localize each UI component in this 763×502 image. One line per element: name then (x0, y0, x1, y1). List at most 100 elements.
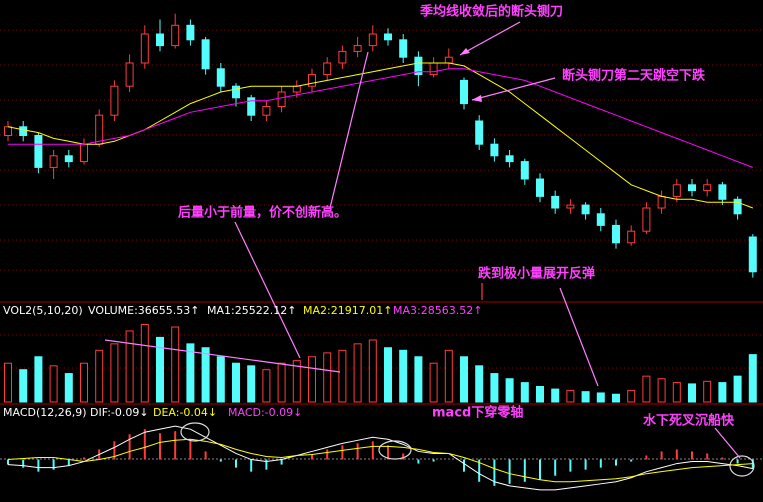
volume-bar (49, 365, 58, 403)
candle-body (64, 155, 73, 163)
volume-bar (292, 360, 301, 403)
candle-body (323, 62, 332, 76)
candle-body (475, 120, 484, 145)
candle-body (216, 68, 225, 87)
panel-label: VOL2(5,10,20) (3, 304, 83, 317)
volume-bar (642, 375, 651, 403)
volume-bar (444, 349, 453, 403)
candle-body (95, 114, 104, 145)
volume-bar (536, 385, 544, 403)
candle-body (642, 207, 651, 232)
volume-bar (718, 382, 727, 403)
candle-body (308, 74, 316, 87)
volume-bar (80, 362, 88, 403)
candle-body (384, 33, 392, 41)
volume-bar (110, 343, 119, 403)
candle-body (733, 198, 742, 215)
volume-bar (34, 356, 43, 403)
annotation: 断头铡刀第二天跳空下跌 (562, 68, 706, 84)
volume-bar (612, 393, 620, 403)
candle-body (292, 85, 301, 93)
volume-bar (4, 362, 12, 403)
candle-body (551, 195, 560, 209)
dif-line (7, 425, 753, 491)
candle-body (627, 230, 636, 244)
panel-label: MA3:28563.52↑ (393, 304, 482, 317)
volume-bar (368, 339, 377, 403)
candle-body (688, 184, 696, 192)
annotation: 后量小于前量，价不创新高。 (178, 205, 347, 221)
volume-bar (627, 389, 636, 403)
moving-average (8, 68, 753, 168)
volume-bar (171, 326, 180, 403)
candle-body (201, 39, 210, 70)
volume-bar (186, 343, 195, 403)
candle-body (368, 33, 377, 47)
candle-body (612, 224, 620, 244)
volume-bar (490, 373, 499, 403)
volume-bar (429, 362, 438, 403)
volume-bar (733, 375, 742, 403)
volume-bar (308, 356, 316, 403)
candle-body (505, 155, 514, 163)
volume-bar (156, 336, 164, 403)
candle-body (657, 195, 666, 209)
annotation: macd下穿零轴 (432, 405, 523, 421)
volume-bar (338, 349, 347, 403)
candle-body (49, 155, 58, 168)
candle-body (19, 126, 28, 137)
volume-bar (125, 330, 134, 403)
volume-bar (748, 354, 757, 403)
volume-bar (581, 391, 590, 403)
panel-label: MACD(12,26,9) (3, 406, 87, 419)
marks (4, 13, 757, 491)
volume-bar (353, 343, 362, 403)
candle-body (353, 45, 362, 52)
volume-bar (460, 356, 468, 403)
candle-body (596, 213, 605, 226)
panel-label: MA1:25522.12↑ (207, 304, 296, 317)
volume-bar (201, 347, 210, 403)
candle-body (80, 143, 88, 163)
volume-bar (384, 347, 392, 403)
candle-body (186, 24, 195, 41)
volume-bar (95, 349, 104, 403)
candle-body (171, 24, 180, 47)
candle-body (672, 184, 681, 197)
candle-body (703, 184, 712, 192)
volume-bar (216, 356, 225, 403)
volume-bar (688, 383, 696, 403)
candle-body (34, 135, 43, 168)
candle-body (718, 184, 727, 200)
candle-body (338, 50, 347, 64)
annotation-arrows (104, 21, 755, 477)
volume-bar (277, 362, 286, 403)
volume-bar (399, 349, 408, 403)
annotation: 跌到极小量展开反弹 (478, 266, 595, 282)
candle-body (490, 143, 499, 157)
volume-bar (247, 365, 256, 403)
panel-label: VOLUME:36655.53↑ (88, 304, 199, 317)
panel-label: MACD:-0.09↓ (228, 406, 302, 419)
candle-body (399, 39, 408, 58)
candle-body (566, 204, 575, 209)
volume-bar (520, 382, 529, 403)
candle-body (429, 62, 438, 76)
candle-body (156, 33, 164, 47)
volume-bar (551, 388, 560, 403)
annotation: 水下死叉沉船快 (643, 413, 735, 429)
candle-body (140, 33, 149, 64)
volume-bar (657, 378, 666, 403)
volume-bar (672, 382, 681, 403)
labels: 季均线收敛后的断头铡刀断头铡刀第二天跳空下跌后量小于前量，价不创新高。跌到极小量… (3, 4, 735, 429)
candle-body (247, 97, 256, 116)
volume-bar (475, 365, 484, 403)
volume-bar (596, 392, 605, 403)
candle-body (4, 126, 12, 137)
candle-body (262, 106, 271, 116)
candle-body (748, 236, 757, 273)
volume-bar (323, 352, 332, 403)
volume-bar (703, 380, 712, 403)
candle-body (536, 178, 544, 197)
candle-body (460, 79, 468, 105)
